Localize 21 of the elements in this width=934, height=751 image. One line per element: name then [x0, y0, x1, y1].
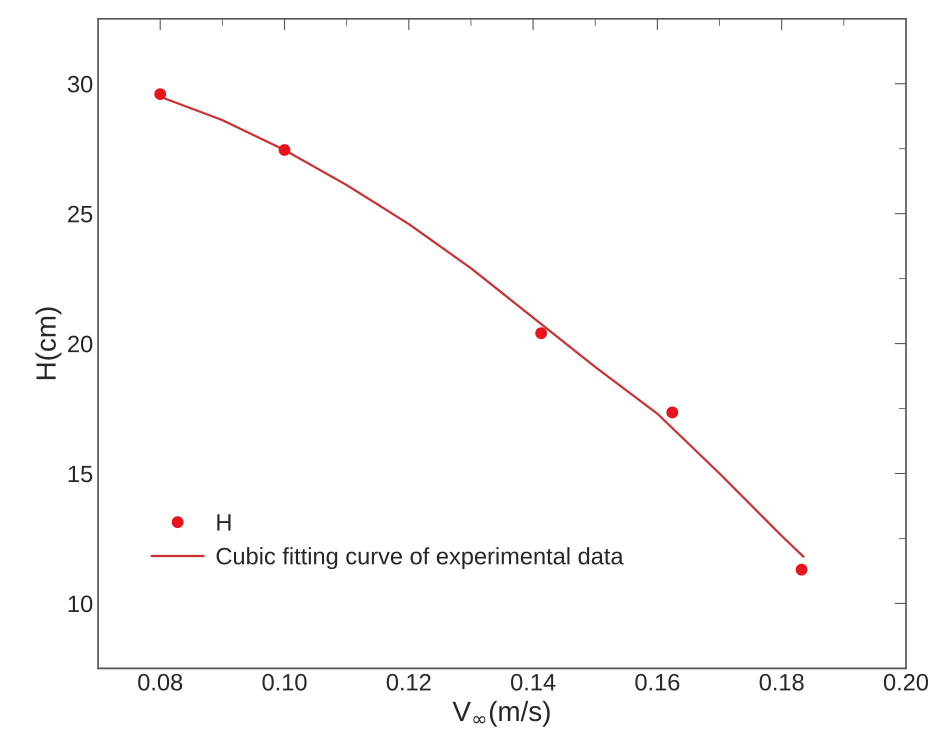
y-tick-label: 20 [68, 336, 92, 352]
y-tick-label: 15 [68, 466, 92, 482]
x-tick-label: 0.10 [262, 674, 307, 691]
point [278, 144, 290, 156]
point [666, 406, 678, 418]
y-tick-label: 25 [68, 206, 92, 222]
x-tick-label: 0.18 [760, 674, 804, 691]
x-tick-label: 0.08 [138, 674, 182, 691]
point [796, 564, 808, 576]
x-tick-label: 0.16 [635, 674, 680, 691]
legend-label: Cubic fitting curve of experimental data [216, 547, 624, 570]
point [535, 327, 548, 340]
x-axis-title: V$_{∞}$(m/s) [452, 700, 550, 727]
y-tick-label: 10 [68, 595, 92, 612]
x-tick-label: 0.14 [511, 674, 556, 691]
legend-label: H [217, 514, 231, 530]
y-axis-title: H(cm) [36, 308, 62, 380]
x-tick-label: 0.12 [386, 674, 431, 691]
y-tick-label: 30 [68, 76, 92, 93]
x-tick-label: 0.20 [884, 674, 928, 691]
point [154, 88, 166, 100]
